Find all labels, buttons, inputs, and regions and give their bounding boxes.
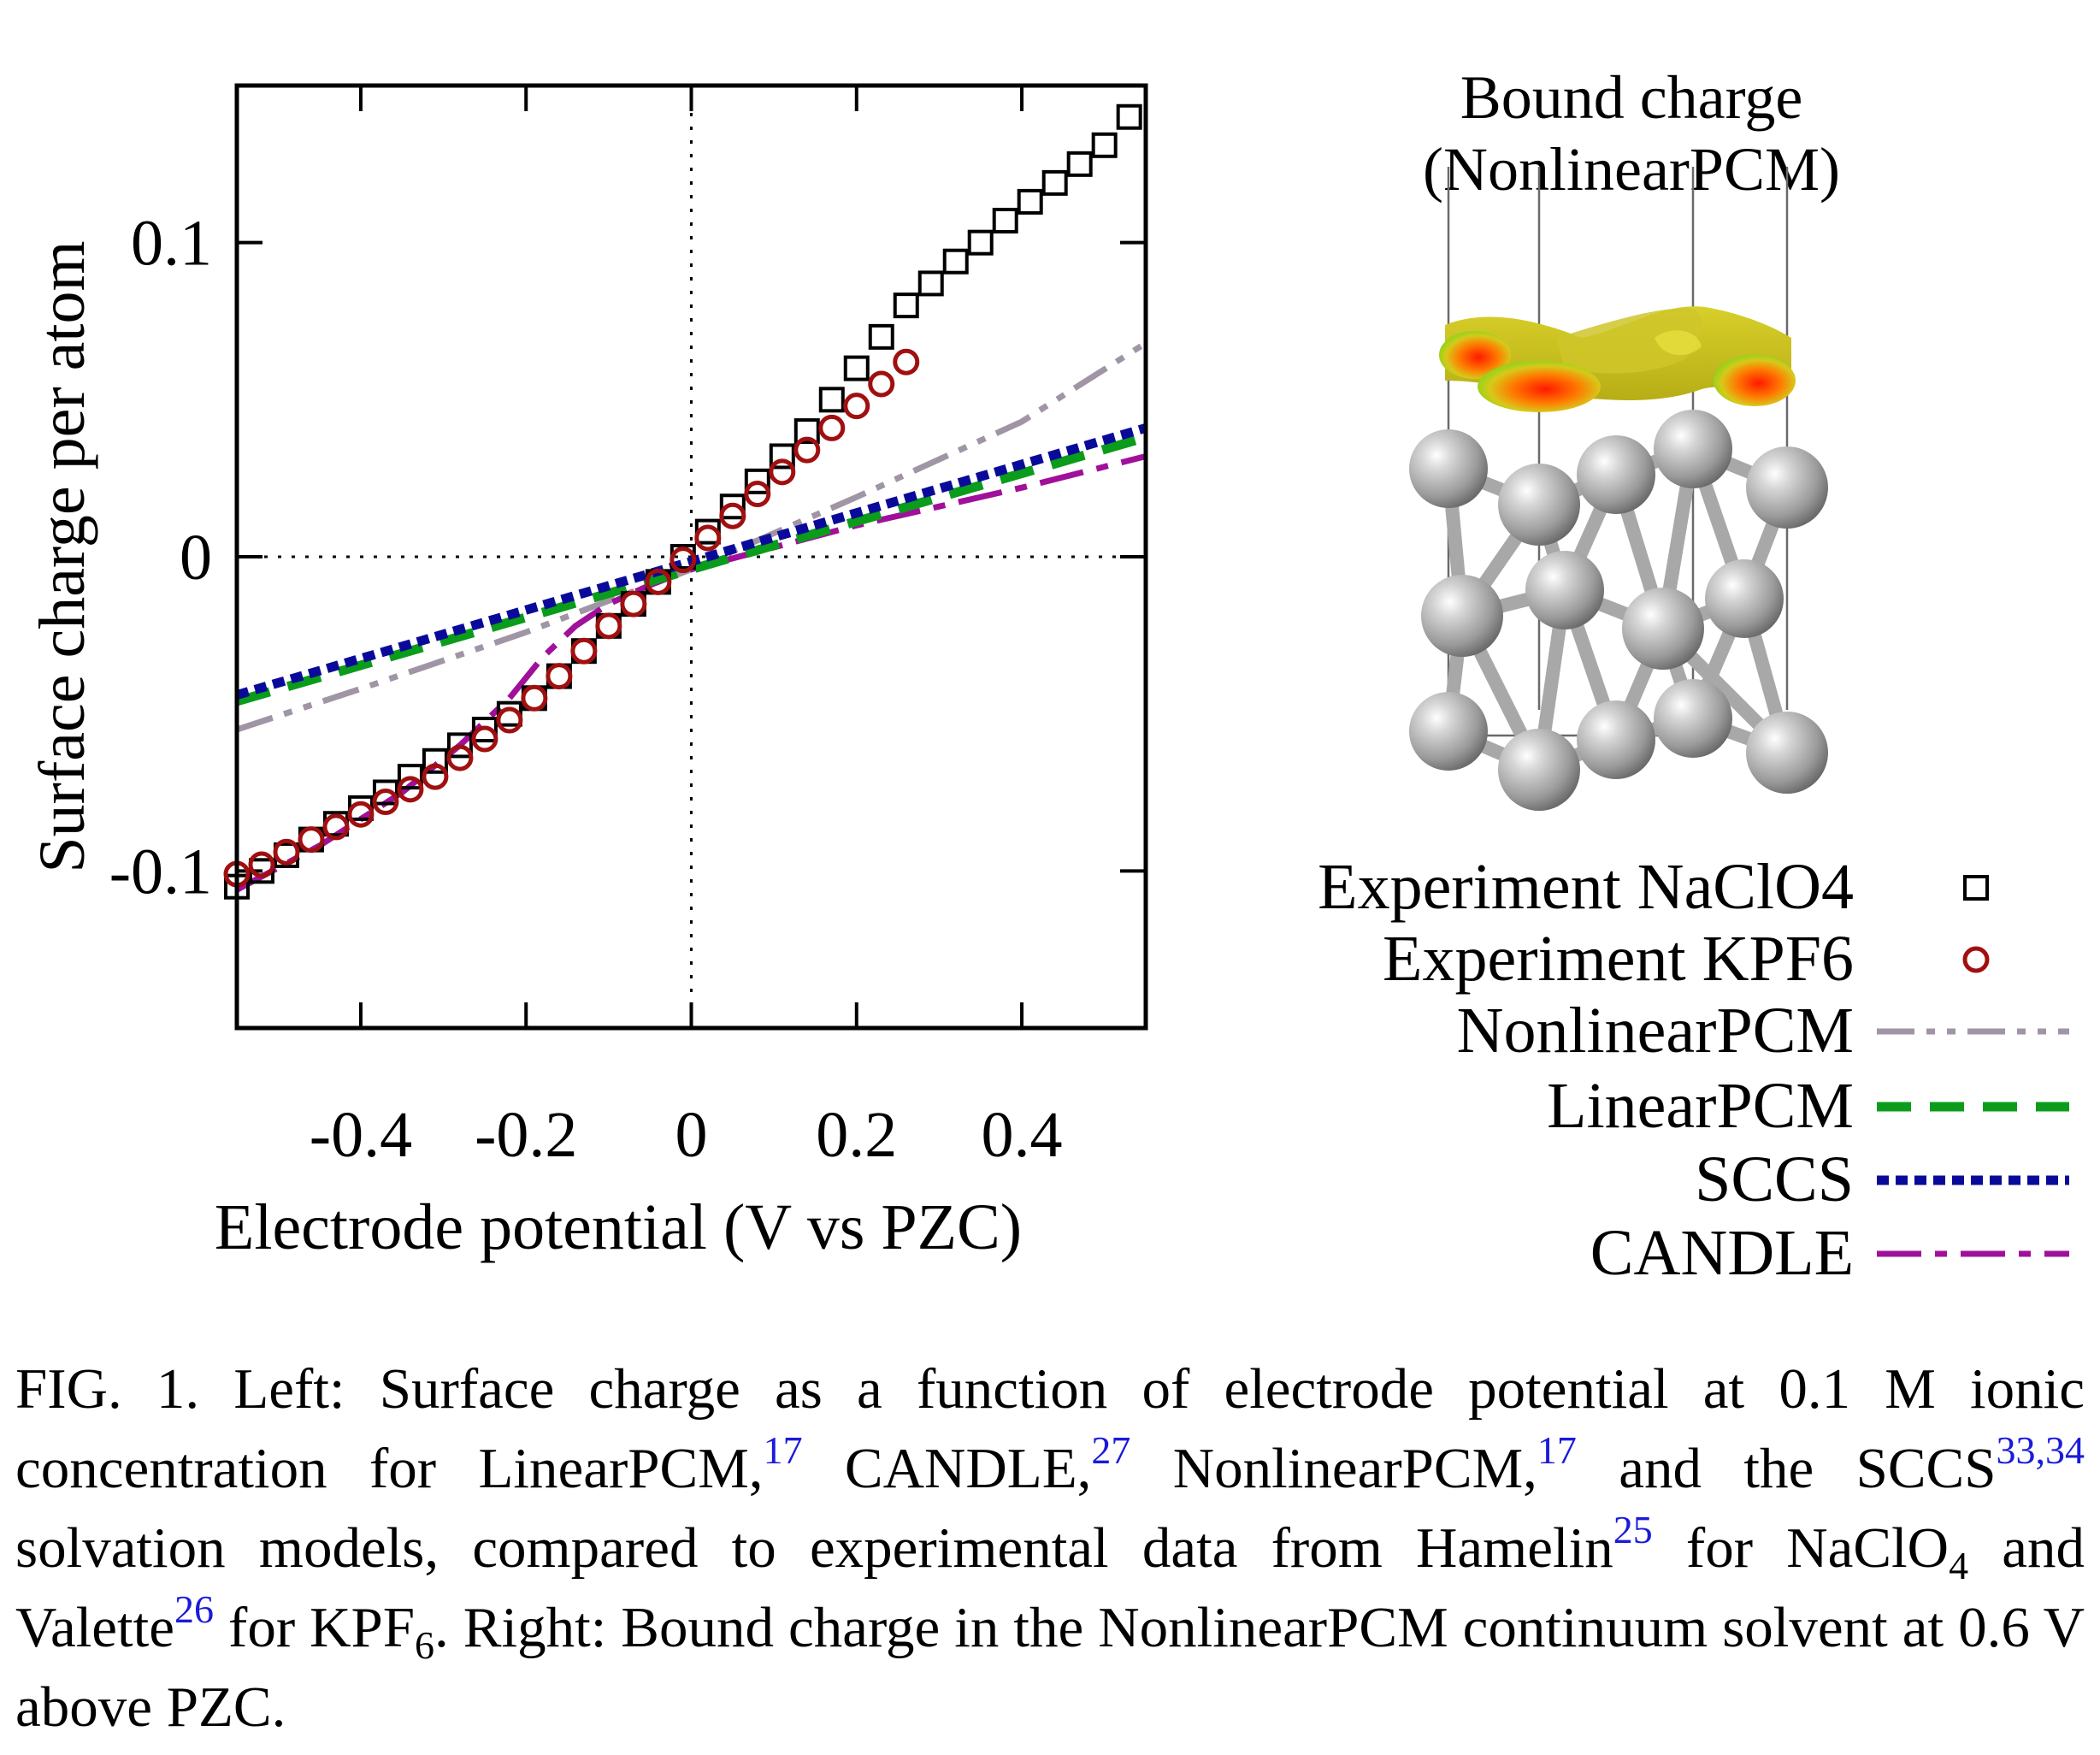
kpf6-point	[843, 393, 870, 420]
kpf6-point	[570, 637, 598, 665]
kpf6-point	[496, 706, 523, 734]
kpf6-point	[521, 684, 548, 712]
kpf6-point	[670, 547, 697, 574]
nacl04-point	[967, 229, 994, 256]
caption-ref-17a[interactable]: 17	[763, 1428, 803, 1472]
bound-charge-surface	[1439, 306, 1796, 412]
nacl04-point	[893, 292, 919, 319]
caption-text-4: and the SCCS	[1576, 1437, 1997, 1500]
figure: -0.4 -0.2 0 0.2 0.4 -0.1 0 0.1 Electrode potent…	[27, 63, 2069, 1289]
nacl04-point	[422, 748, 448, 774]
caption-text-8: for KPF	[214, 1596, 416, 1659]
render-title-line1: Bound charge	[1460, 63, 1803, 132]
nacl04-point	[942, 248, 969, 275]
kpf6-point	[719, 502, 746, 529]
nacl04-point	[471, 717, 498, 743]
y-tick-label: -0.1	[109, 836, 212, 907]
nacl04-point	[917, 270, 944, 297]
kpf6-point	[868, 370, 895, 398]
nacl04-point	[769, 443, 795, 470]
kpf6-point	[422, 763, 449, 790]
nacl04-point	[1116, 103, 1142, 130]
series-markers	[223, 103, 1142, 900]
caption-text-5: solvation models, compared to experiment…	[15, 1516, 1613, 1580]
nacl04-point	[1041, 169, 1068, 196]
kpf6-point	[347, 801, 375, 828]
metal-atoms	[1409, 410, 1828, 811]
bound-charge-render: Bound charge (NonlinearPCM)	[1409, 63, 1840, 811]
x-tick-label: -0.2	[475, 1099, 577, 1171]
nacl04-point	[372, 779, 398, 806]
legend-label-sccs: SCCS	[1695, 1143, 1854, 1215]
legend-label-nonlinearpcm: NonlinearPCM	[1457, 995, 1854, 1067]
nacl04-point	[818, 387, 845, 413]
kpf6-point	[273, 838, 300, 866]
legend-swatch-nacl04	[1963, 875, 1989, 901]
kpf6-point	[620, 590, 647, 618]
y-tick-label: 0.1	[131, 208, 212, 280]
caption-lead: FIG. 1. Left: Surface charge as a functi…	[15, 1357, 2085, 1500]
kpf6-point	[322, 813, 350, 841]
legend-label-nacl04: Experiment NaClO4	[1318, 851, 1854, 923]
caption-text-6: for NaClO	[1652, 1516, 1950, 1580]
kpf6-point	[645, 568, 672, 595]
nacl04-point	[397, 764, 423, 790]
kpf6-point	[595, 612, 622, 640]
caption-ref-26[interactable]: 26	[174, 1587, 215, 1631]
caption-sub-4: 4	[1949, 1544, 1969, 1587]
caption-ref-27[interactable]: 27	[1091, 1428, 1131, 1472]
caption-sub-6: 6	[415, 1623, 435, 1667]
nacl04-point	[1091, 132, 1118, 158]
plot-frame	[234, 83, 1148, 1031]
y-tick-label: 0	[180, 522, 212, 594]
x-tick-label: 0	[675, 1099, 708, 1171]
caption-text-7: and Valette	[15, 1516, 2085, 1659]
kpf6-point	[769, 458, 796, 486]
nacl04-point	[1017, 188, 1043, 215]
nacl04-point	[992, 207, 1018, 233]
surface-charge-chart: -0.4 -0.2 0 0.2 0.4 -0.1 0 0.1 Electrode potent…	[27, 83, 1148, 1263]
series-line-sccs	[237, 423, 1146, 700]
x-axis-label: Electrode potential (V vs PZC)	[215, 1191, 1022, 1263]
caption-text-9: . Right: Bound charge in the NonlinearPC…	[15, 1596, 2085, 1739]
kpf6-point	[446, 744, 474, 771]
caption-ref-33-34[interactable]: 33,34	[1996, 1428, 2085, 1472]
nacl04-point	[744, 468, 770, 494]
caption-ref-17b[interactable]: 17	[1537, 1428, 1577, 1472]
kpf6-point	[793, 436, 821, 464]
nacl04-point	[868, 323, 894, 350]
tick-labels: -0.4 -0.2 0 0.2 0.4 -0.1 0 0.1	[109, 208, 1063, 1171]
caption-text-3: NonlinearPCM,	[1130, 1437, 1537, 1500]
kpf6-point	[397, 776, 424, 803]
x-tick-label: -0.4	[310, 1099, 412, 1171]
series-line-candle	[237, 453, 1146, 893]
kpf6-point	[471, 725, 498, 753]
y-axis-label: Surface charge per atom	[27, 240, 98, 872]
caption-text-2: CANDLE,	[802, 1437, 1092, 1500]
nacl04-point	[719, 493, 746, 520]
kpf6-point	[372, 789, 399, 816]
kpf6-point	[744, 481, 771, 508]
nacl04-point	[793, 418, 820, 445]
kpf6-point	[694, 524, 722, 552]
legend-label-candle: CANDLE	[1590, 1217, 1854, 1289]
legend-label-kpf6: Experiment KPF6	[1383, 923, 1854, 995]
render-title-line2: (NonlinearPCM)	[1423, 135, 1840, 204]
legend-swatch-kpf6	[1962, 946, 1990, 973]
kpf6-point	[893, 348, 920, 375]
legend-label-linearpcm: LinearPCM	[1547, 1070, 1854, 1142]
nacl04-point	[843, 355, 870, 381]
figure-caption: FIG. 1. Left: Surface charge as a functi…	[15, 1350, 2085, 1747]
x-tick-label: 0.2	[816, 1099, 897, 1171]
x-tick-label: 0.4	[982, 1099, 1063, 1171]
kpf6-point	[248, 851, 275, 878]
kpf6-point	[298, 826, 325, 854]
caption-ref-25[interactable]: 25	[1613, 1508, 1653, 1551]
kpf6-point	[546, 663, 573, 690]
kpf6-point	[818, 414, 846, 441]
nacl04-point	[446, 732, 473, 759]
nacl04-point	[1066, 151, 1093, 177]
